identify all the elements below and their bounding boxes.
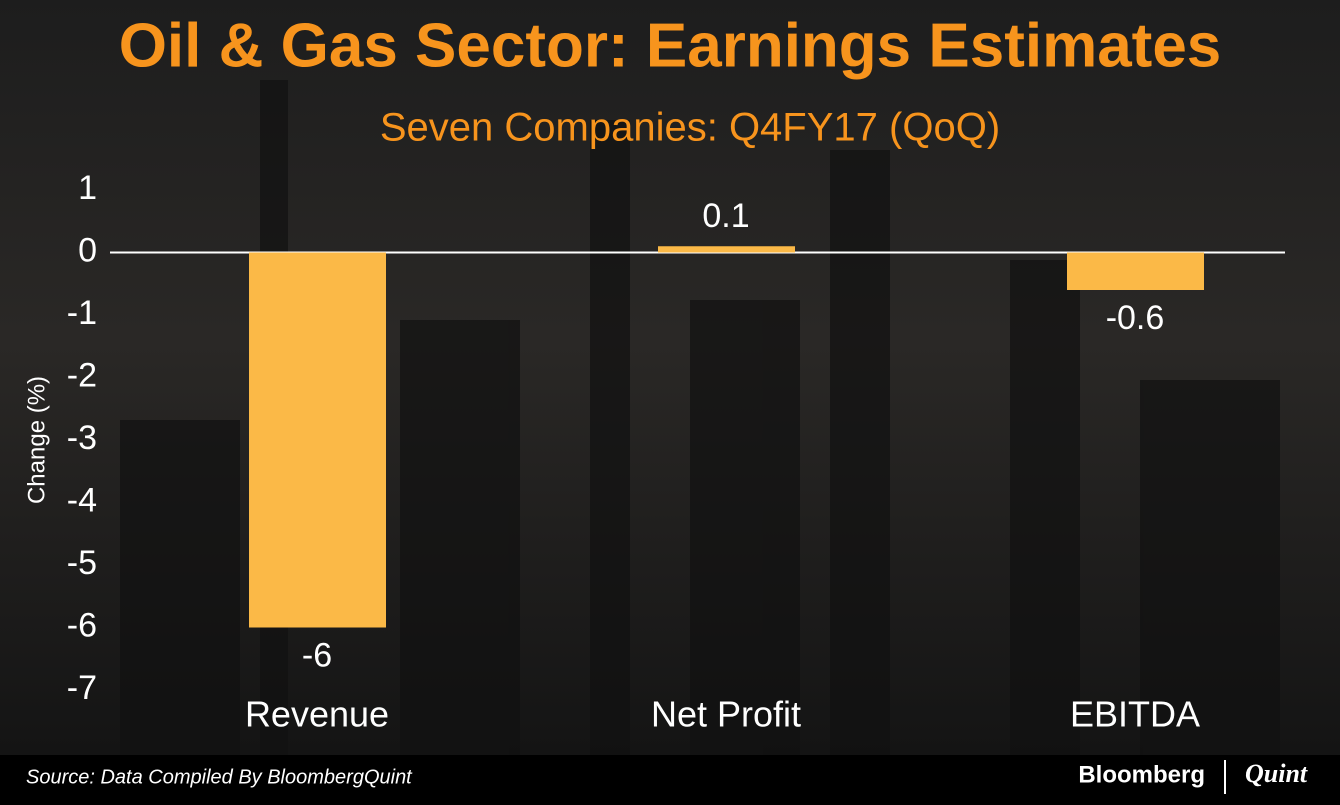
background-silhouette (120, 80, 1280, 755)
footer (0, 755, 1340, 800)
y-tick-label: 1 (78, 169, 97, 207)
y-axis-label: Change (%) (23, 376, 50, 504)
x-tick-label: Net Profit (651, 694, 801, 735)
y-tick-label: -4 (67, 481, 97, 519)
value-label: -0.6 (1106, 299, 1165, 337)
y-tick-label: -5 (67, 544, 97, 582)
y-tick-label: -2 (67, 356, 97, 394)
brand: Bloomberg (1078, 761, 1205, 788)
brand: Quint (1245, 759, 1308, 788)
chart-title: Oil & Gas Sector: Earnings Estimates (119, 11, 1222, 80)
bar (1067, 252, 1204, 290)
y-tick-label: 0 (78, 231, 97, 269)
chart-subtitle: Seven Companies: Q4FY17 (QoQ) (380, 106, 1000, 150)
y-tick-label: -1 (67, 294, 97, 332)
y-tick-label: -6 (67, 606, 97, 644)
x-tick-label: EBITDA (1070, 694, 1200, 735)
source: Source: Data Compiled By BloombergQuint (26, 766, 413, 788)
y-tick-label: -3 (67, 419, 97, 457)
bar (249, 252, 386, 628)
value-label: 0.1 (702, 197, 749, 235)
x-tick-label: Revenue (245, 694, 389, 735)
bar (658, 246, 795, 253)
value-label: -6 (302, 636, 332, 674)
y-tick-label: -7 (67, 669, 97, 707)
